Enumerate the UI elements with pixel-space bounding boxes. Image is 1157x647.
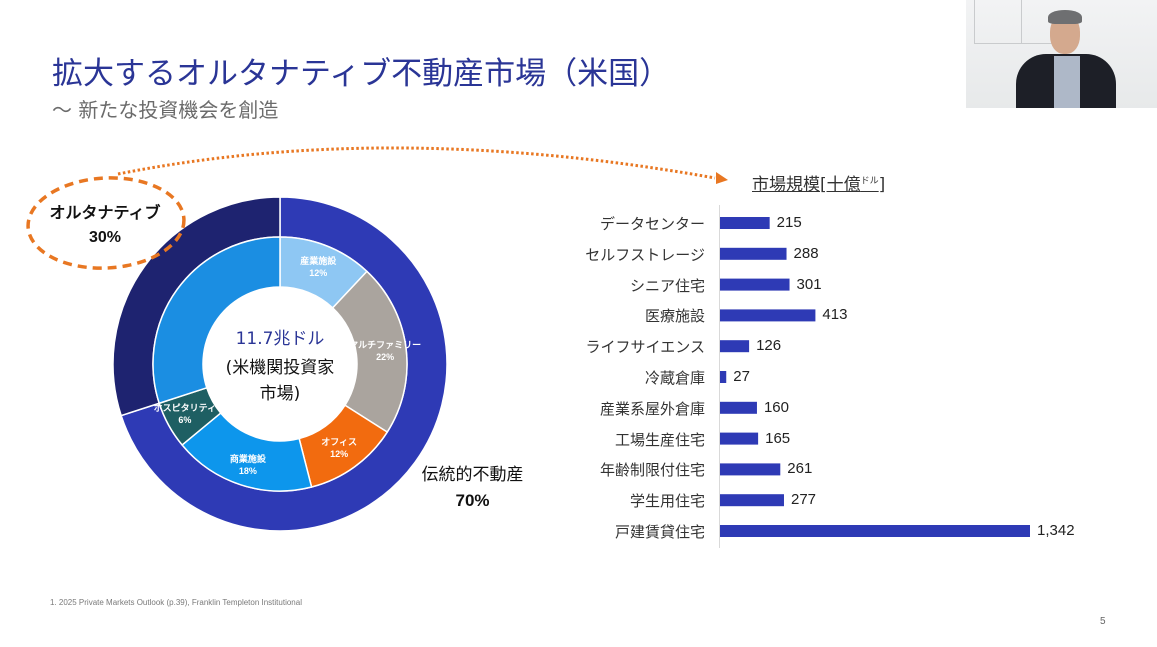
dotted-arrow bbox=[117, 146, 716, 180]
segment-label-value: 18% bbox=[238, 465, 257, 476]
bar-value-label: 160 bbox=[763, 398, 789, 416]
segment-label-name: ホスピタリティ bbox=[153, 403, 217, 414]
center-description: (米機関投資家 市場) bbox=[210, 355, 350, 407]
bar bbox=[720, 340, 750, 353]
bar-value-label: 215 bbox=[776, 214, 802, 231]
alternative-callout-ellipse bbox=[26, 176, 186, 270]
bar-category-label: 医療施設 bbox=[644, 307, 705, 326]
bar bbox=[720, 247, 787, 260]
bar bbox=[720, 309, 816, 322]
bar-value-label: 413 bbox=[822, 306, 848, 324]
segment-label: マルチファミリー 22% bbox=[345, 339, 425, 363]
donut-chart bbox=[112, 196, 448, 532]
segment-label-value: 6% bbox=[178, 415, 192, 426]
bar bbox=[720, 463, 781, 476]
alternative-name: オルタナティブ bbox=[49, 205, 161, 222]
slide-title: 拡大するオルタナティブ不動産市場（米国） bbox=[52, 56, 671, 92]
bar-title-unit: ドル bbox=[860, 176, 879, 187]
bar bbox=[720, 525, 1030, 537]
center-desc-line1: (米機関投資家 bbox=[225, 358, 335, 378]
traditional-name: 伝統的不動産 bbox=[421, 465, 524, 484]
segment-label-name: 商業施設 bbox=[229, 453, 266, 464]
segment-label: 商業施設 18% bbox=[208, 453, 288, 477]
center-desc-line2: 市場) bbox=[259, 384, 301, 404]
bar-category-label: セルフストレージ bbox=[585, 245, 705, 264]
bar-category-label: シニア住宅 bbox=[629, 276, 705, 295]
alternative-pct: 30% bbox=[88, 229, 122, 246]
bar bbox=[720, 401, 757, 414]
footnote: 1. 2025 Private Markets Outlook (p.39), … bbox=[50, 598, 302, 607]
bar-category-label: 冷蔵倉庫 bbox=[644, 369, 705, 387]
slide-subtitle: ～ 新たな投資機会を創造 bbox=[52, 98, 279, 122]
segment-label-value: 12% bbox=[309, 268, 328, 279]
bar bbox=[720, 432, 759, 445]
bar bbox=[720, 371, 727, 383]
bar bbox=[720, 217, 770, 229]
bar-value-label: 261 bbox=[787, 460, 813, 478]
bar-title-close: ] bbox=[878, 175, 886, 195]
bar-category-label: 戸建賃貸住宅 bbox=[614, 523, 705, 541]
segment-label: ホスピタリティ 6% bbox=[145, 402, 225, 426]
donut-center-label: 11.7兆ドル (米機関投資家 市場) bbox=[210, 324, 350, 407]
bar-title-main: 市場規模[十億 bbox=[752, 175, 861, 195]
bar-category-label: データセンター bbox=[599, 215, 705, 233]
segment-label-value: 12% bbox=[330, 449, 349, 460]
segment-label: 産業施設 12% bbox=[278, 255, 358, 279]
page-number: 5 bbox=[1100, 616, 1106, 627]
bar-value-label: 27 bbox=[733, 368, 750, 385]
center-amount: 11.7兆ドル bbox=[235, 329, 325, 349]
bar-category-label: 産業系屋外倉庫 bbox=[599, 399, 705, 418]
bar-category-label: 工場生産住宅 bbox=[614, 430, 705, 449]
bar-category-label: 年齢制限付住宅 bbox=[599, 461, 705, 480]
bar-category-label: 学生用住宅 bbox=[629, 492, 705, 511]
bar-value-label: 126 bbox=[756, 337, 782, 355]
bar-value-label: 288 bbox=[793, 244, 819, 262]
traditional-pct: 70% bbox=[455, 491, 490, 510]
bar-value-label: 165 bbox=[765, 429, 791, 447]
segment-label: オフィス 12% bbox=[299, 436, 379, 460]
arrow-head-icon bbox=[716, 172, 728, 184]
bar-chart bbox=[720, 217, 1030, 537]
alternative-label: オルタナティブ 30% bbox=[40, 202, 170, 250]
traditional-label: 伝統的不動産 70% bbox=[400, 462, 545, 514]
bar-value-label: 1,342 bbox=[1037, 522, 1075, 539]
segment-label-name: マルチファミリー bbox=[349, 339, 422, 350]
bar bbox=[720, 494, 784, 507]
bar-chart-title: 市場規模[十億ドル] bbox=[752, 170, 885, 195]
presenter-webcam bbox=[966, 0, 1157, 108]
bar-value-label: 277 bbox=[790, 491, 817, 509]
segment-label-value: 22% bbox=[376, 351, 395, 362]
segment-label-name: オフィス bbox=[321, 437, 358, 448]
inner-ring-segment-5 bbox=[152, 236, 281, 405]
bar-category-label: ライフサイエンス bbox=[585, 338, 705, 357]
segment-label-name: 産業施設 bbox=[300, 256, 337, 267]
bar bbox=[720, 278, 790, 291]
bar-value-label: 301 bbox=[796, 275, 822, 293]
